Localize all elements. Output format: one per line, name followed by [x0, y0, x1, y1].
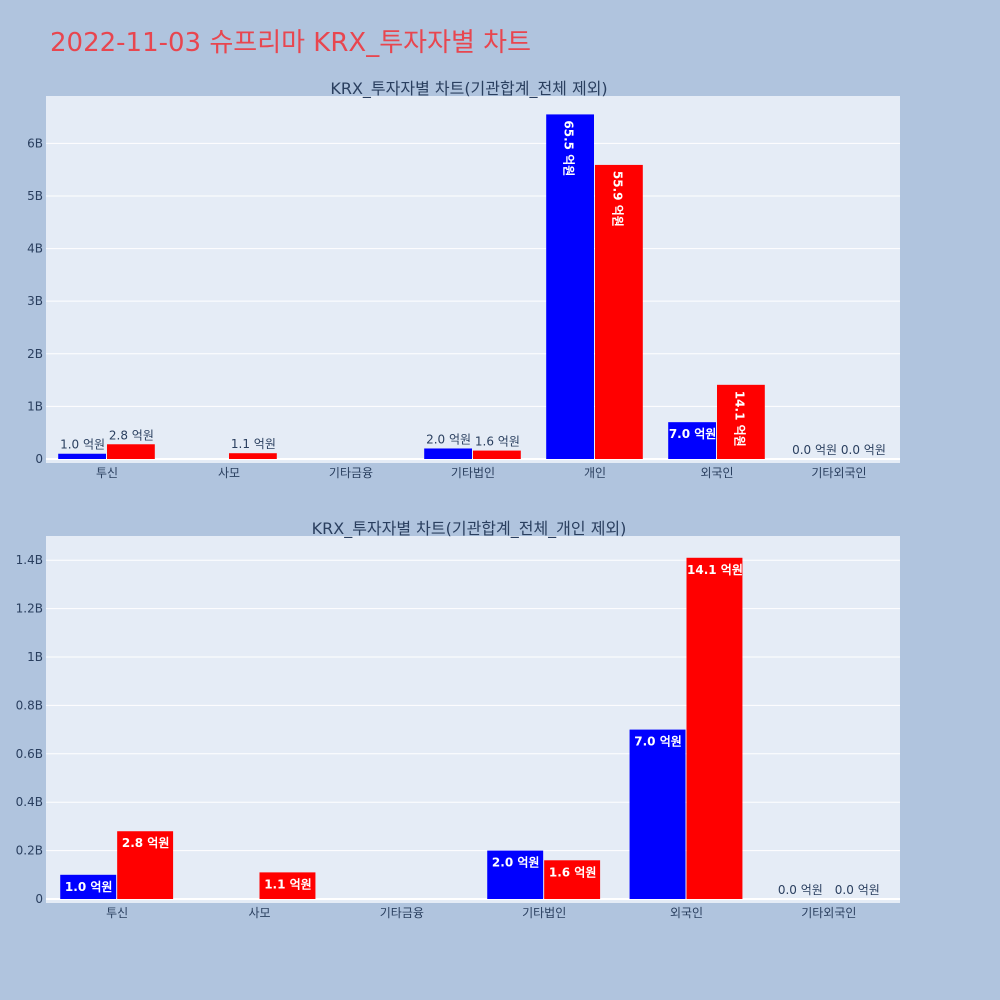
bar [595, 164, 643, 459]
y-tick-label: 3B [27, 294, 43, 308]
data-label: 7.0 억원 [634, 735, 682, 749]
x-tick-label: 외국인 [700, 466, 733, 480]
bar [424, 448, 472, 459]
data-label: 1.1 억원 [231, 437, 276, 451]
y-tick-label: 2B [27, 347, 43, 361]
bar [717, 384, 765, 459]
x-tick-label: 기타외국인 [811, 466, 866, 480]
data-label: 65.5 억원 [562, 120, 576, 176]
bar [229, 453, 277, 459]
data-label: 1.1 억원 [264, 877, 312, 891]
x-tick-label: 사모 [248, 906, 270, 920]
bar [107, 444, 155, 459]
data-label: 0.0 억원 [841, 443, 886, 457]
y-tick-label: 1B [27, 650, 43, 664]
y-tick-label: 0.4B [16, 795, 43, 809]
x-tick-label: 외국인 [670, 906, 703, 920]
data-label: 0.0 억원 [778, 883, 823, 897]
bar [117, 831, 174, 899]
bar [58, 453, 106, 459]
plot-area [46, 96, 900, 463]
bar [473, 450, 521, 459]
y-tick-label: 0.8B [16, 698, 43, 712]
data-label: 2.0 억원 [426, 432, 471, 446]
data-label: 0.0 억원 [792, 443, 837, 457]
y-tick-label: 4B [27, 242, 43, 256]
y-tick-label: 0 [35, 452, 43, 466]
data-label: 14.1 억원 [687, 563, 743, 577]
x-tick-label: 기타외국인 [801, 906, 856, 920]
data-label: 55.9 억원 [610, 171, 624, 227]
y-tick-label: 1.4B [16, 553, 43, 567]
x-tick-label: 기타법인 [522, 906, 566, 920]
bar [546, 114, 594, 460]
data-label: 14.1 억원 [732, 391, 746, 447]
bar [544, 860, 601, 899]
data-label: 2.0 억원 [492, 856, 540, 870]
bar [60, 874, 117, 899]
x-tick-label: 투신 [106, 906, 128, 920]
chart-title: KRX_투자자별 차트(기관합계_전체_개인 제외) [312, 519, 627, 539]
data-label: 1.6 억원 [549, 865, 597, 879]
y-tick-label: 6B [27, 136, 43, 150]
x-tick-label: 기타법인 [451, 466, 495, 480]
y-tick-label: 0.2B [16, 844, 43, 858]
data-label: 1.0 억원 [60, 438, 105, 452]
x-tick-label: 개인 [584, 466, 606, 480]
data-label: 1.6 억원 [475, 435, 520, 449]
bar [686, 557, 743, 899]
x-tick-label: 사모 [218, 466, 240, 480]
bar [629, 729, 686, 899]
bar [259, 872, 316, 899]
data-label: 2.8 억원 [122, 836, 170, 850]
y-tick-label: 0 [35, 892, 43, 906]
x-tick-label: 기타금융 [329, 466, 373, 480]
data-label: 7.0 억원 [669, 427, 717, 441]
y-tick-label: 5B [27, 189, 43, 203]
y-tick-label: 1.2B [16, 602, 43, 616]
x-tick-label: 기타금융 [380, 906, 424, 920]
bar [668, 422, 716, 459]
plot-area [46, 536, 900, 903]
chart-top-investor-bars: 0 1B 2B 3B 4B 5B 6B KRX_투자자별 차트(기관합계_전체 제외) 투신 1.… [27, 79, 900, 480]
chart-title: KRX_투자자별 차트(기관합계_전체 제외) [330, 79, 607, 99]
y-tick-label: 0.6B [16, 747, 43, 761]
page-title: 2022-11-03 슈프리마 KRX_투자자별 차트 [50, 28, 532, 58]
data-label: 2.8 억원 [109, 428, 154, 442]
bar [487, 850, 544, 899]
y-tick-label: 1B [27, 399, 43, 413]
data-label: 1.0 억원 [65, 880, 113, 894]
data-label: 0.0 억원 [835, 883, 880, 897]
x-tick-label: 투신 [96, 466, 118, 480]
